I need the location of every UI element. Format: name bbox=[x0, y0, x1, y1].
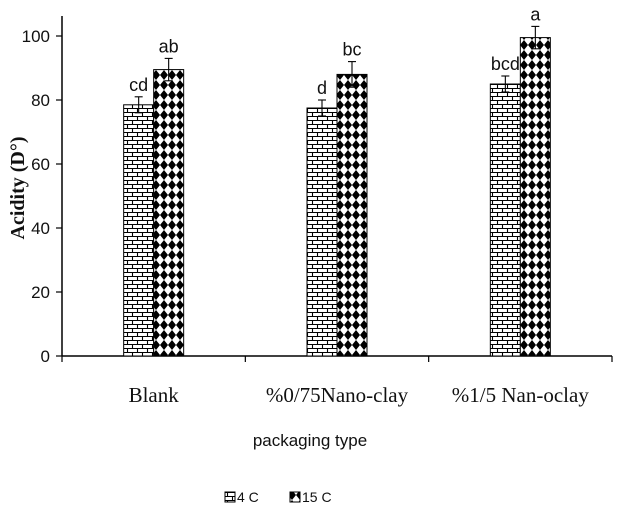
significance-label: d bbox=[317, 78, 327, 98]
category-label: %0/75Nano-clay bbox=[266, 383, 409, 407]
category-label: Blank bbox=[129, 383, 180, 407]
significance-label: bc bbox=[342, 40, 361, 60]
y-tick-label: 40 bbox=[31, 219, 50, 238]
legend-label-15c: 15 C bbox=[302, 489, 332, 505]
legend: 4 C 15 C bbox=[224, 489, 332, 505]
y-tick-label: 0 bbox=[41, 347, 50, 366]
y-axis-label: Acidity (D°) bbox=[7, 137, 29, 240]
significance-label: a bbox=[530, 4, 541, 24]
bar bbox=[336, 73, 368, 357]
legend-swatch-4c bbox=[224, 491, 236, 503]
bar bbox=[489, 83, 521, 357]
bar bbox=[519, 37, 551, 357]
category-label: %1/5 Nan-oclay bbox=[452, 383, 590, 407]
bar bbox=[306, 107, 338, 357]
x-axis-label: packaging type bbox=[253, 431, 367, 450]
legend-swatch-15c bbox=[289, 491, 301, 503]
bar bbox=[123, 104, 155, 357]
y-tick-label: 60 bbox=[31, 155, 50, 174]
y-tick-label: 20 bbox=[31, 283, 50, 302]
significance-label: ab bbox=[159, 36, 179, 56]
significance-label: bcd bbox=[491, 54, 520, 74]
significance-label: cd bbox=[129, 75, 148, 95]
legend-label-4c: 4 C bbox=[237, 489, 259, 505]
y-tick-label: 100 bbox=[22, 27, 50, 46]
y-tick-label: 80 bbox=[31, 91, 50, 110]
bar bbox=[153, 69, 185, 357]
